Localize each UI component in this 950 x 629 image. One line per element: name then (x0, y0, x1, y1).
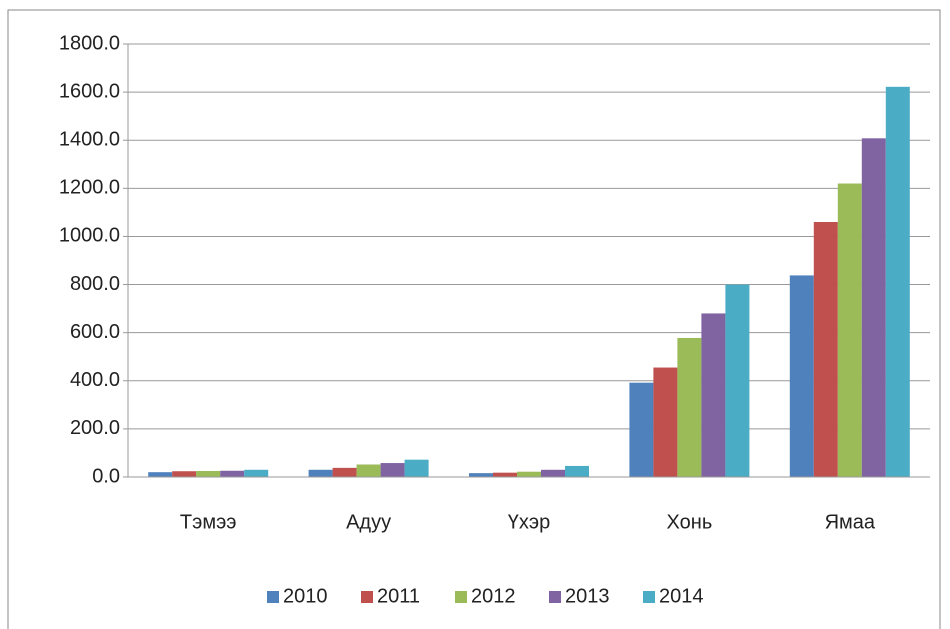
y-tick-label: 1600.0 (59, 80, 120, 102)
bar (565, 465, 589, 477)
legend-label: 2010 (283, 585, 328, 607)
x-tick-label: Адуу (346, 511, 391, 533)
bar (196, 470, 221, 477)
y-tick-label: 1000.0 (59, 225, 120, 247)
y-tick-label: 800.0 (70, 273, 120, 295)
x-tick-label: Тэмээ (180, 511, 237, 533)
bar (356, 464, 381, 477)
legend-label: 2014 (659, 585, 704, 607)
bar (332, 467, 357, 477)
bar (517, 471, 541, 477)
y-tick-label: 1800.0 (59, 32, 120, 54)
bar (653, 367, 678, 477)
bar (885, 86, 910, 478)
bar (493, 472, 517, 477)
legend-swatch (549, 591, 561, 603)
legend-swatch (361, 591, 373, 603)
bar (789, 275, 814, 477)
y-tick-label: 400.0 (70, 369, 120, 391)
bar (220, 470, 245, 477)
bar (725, 284, 750, 477)
bar (148, 472, 173, 477)
bar (308, 469, 333, 477)
y-tick-label: 1200.0 (59, 177, 120, 199)
legend-label: 2011 (377, 585, 420, 607)
bar (244, 469, 269, 477)
legend-swatch (643, 591, 655, 603)
y-tick-label: 600.0 (70, 321, 120, 343)
x-tick-label: Хонь (667, 511, 713, 533)
bar (837, 183, 862, 477)
y-tick-label: 0.0 (92, 465, 120, 487)
x-tick-label: Үхэр (508, 511, 550, 533)
bar (404, 459, 429, 477)
y-tick-label: 1400.0 (59, 129, 120, 151)
legend-label: 2012 (471, 585, 516, 607)
chart-border (7, 9, 941, 629)
bar (629, 382, 654, 477)
bar (469, 473, 493, 477)
bar (813, 222, 838, 477)
legend-swatch (455, 591, 467, 603)
bar (677, 337, 702, 477)
bar (861, 138, 886, 477)
bar (380, 463, 405, 477)
bar (701, 313, 726, 477)
bar (172, 471, 197, 477)
bar (541, 469, 565, 477)
x-tick-label: Ямаа (825, 511, 876, 533)
legend-swatch (267, 591, 279, 603)
legend-label: 2013 (565, 585, 610, 607)
y-tick-label: 200.0 (70, 417, 120, 439)
